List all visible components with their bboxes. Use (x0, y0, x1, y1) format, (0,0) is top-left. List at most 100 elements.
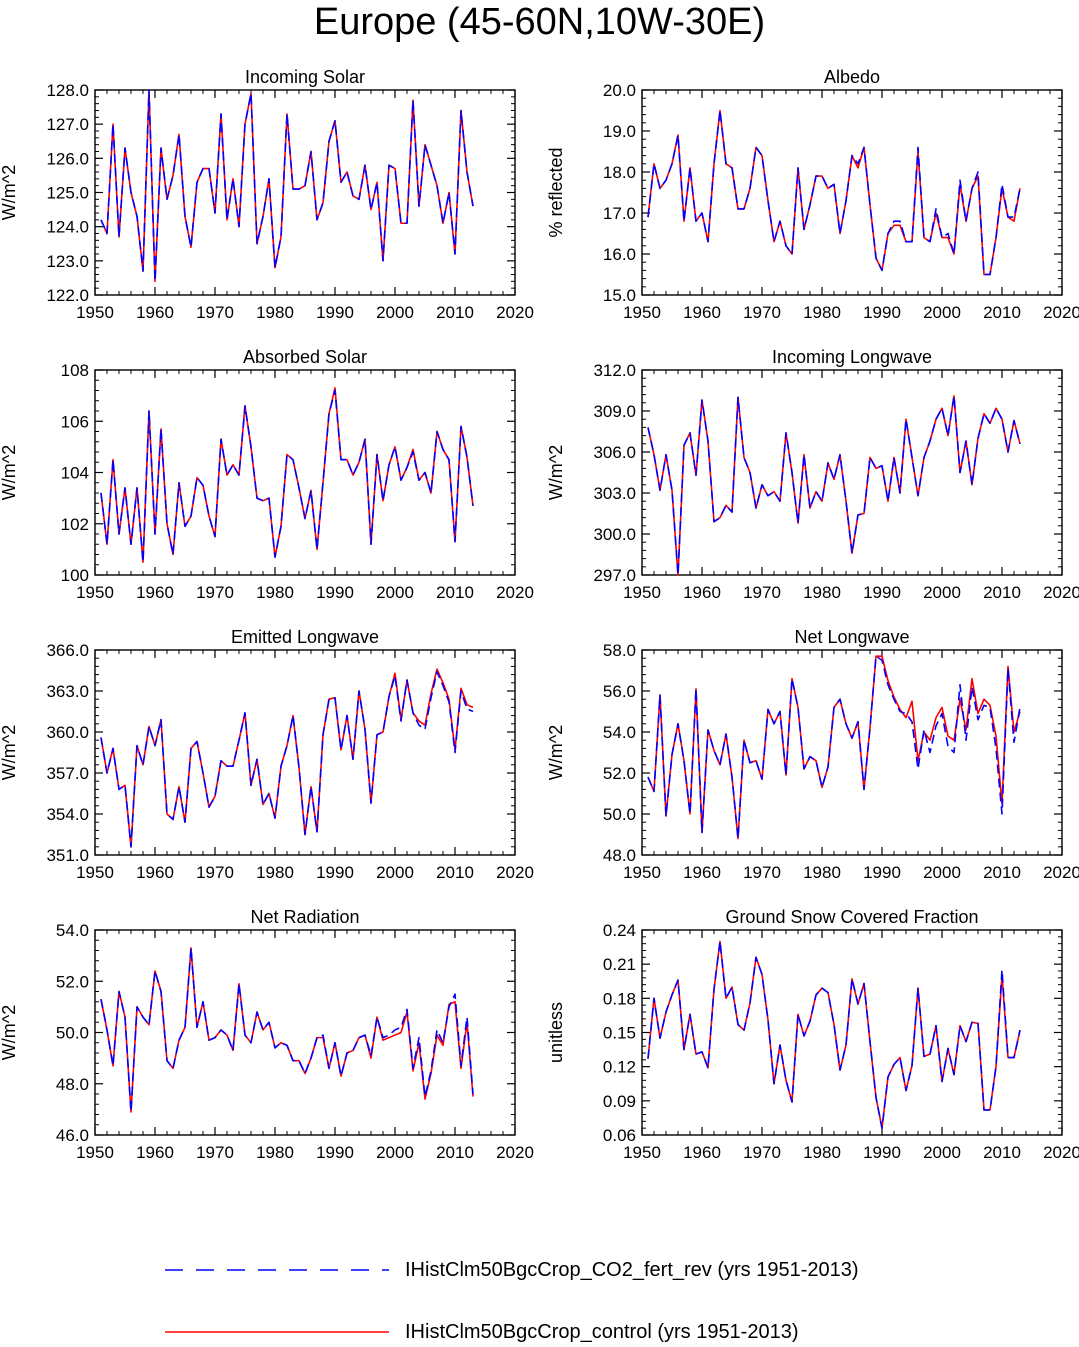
y-tick-label: 351.0 (46, 846, 89, 865)
y-tick-label: 56.0 (603, 682, 636, 701)
x-tick-label: 1960 (136, 1143, 174, 1162)
panel-incoming-solar: Incoming Solar W/m^2 122.0 123.0 124.0 125.0 1… (0, 67, 534, 322)
x-tick-label: 1990 (863, 863, 901, 882)
y-tick-label: 0.24 (603, 921, 636, 940)
x-tick-label: 2000 (376, 583, 414, 602)
y-axis-label: W/m^2 (0, 165, 19, 220)
x-tick-label: 1980 (803, 863, 841, 882)
x-tick-label: 1970 (196, 863, 234, 882)
x-tick-label: 2010 (436, 583, 474, 602)
plot-frame (641, 89, 1063, 296)
plot-frame (94, 89, 516, 296)
x-tick-label: 2010 (983, 303, 1021, 322)
y-tick-label: 46.0 (56, 1126, 89, 1145)
x-tick-label: 1960 (136, 303, 174, 322)
panel-ground-snow-covered-fraction: Ground Snow Covered Fraction unitless 0.06… (546, 907, 1079, 1162)
panel-net-radiation: Net Radiation W/m^2 46.0 48.0 50.0 52.0 54.0 19… (0, 907, 534, 1162)
x-tick-label: 1990 (316, 583, 354, 602)
y-tick-label: 366.0 (46, 641, 89, 660)
x-tick-label: 1990 (863, 583, 901, 602)
x-tick-label: 1990 (316, 1143, 354, 1162)
x-tick-label: 2000 (923, 303, 961, 322)
panel-title: Emitted Longwave (231, 627, 379, 647)
y-tick-label: 306.0 (593, 443, 636, 462)
x-tick-label: 2000 (923, 583, 961, 602)
x-tick-label: 1950 (76, 303, 114, 322)
x-tick-label: 2020 (496, 863, 534, 882)
y-tick-label: 312.0 (593, 361, 636, 380)
panel-albedo: Albedo % reflected 15.0 16.0 17.0 18.0 19.0 20.… (546, 67, 1079, 322)
panel-title: Ground Snow Covered Fraction (725, 907, 978, 927)
x-tick-label: 2010 (983, 1143, 1021, 1162)
y-tick-label: 108 (61, 361, 89, 380)
x-tick-label: 1970 (196, 303, 234, 322)
y-axis-label: W/m^2 (546, 725, 566, 780)
x-tick-label: 1960 (683, 1143, 721, 1162)
x-tick-label: 2020 (1043, 583, 1079, 602)
x-tick-label: 1970 (743, 1143, 781, 1162)
plot-frame (641, 649, 1063, 856)
x-tick-label: 1960 (136, 863, 174, 882)
y-tick-label: 106 (61, 412, 89, 431)
y-tick-label: 122.0 (46, 286, 89, 305)
y-tick-label: 303.0 (593, 484, 636, 503)
y-tick-label: 126.0 (46, 149, 89, 168)
x-tick-label: 1950 (76, 583, 114, 602)
x-tick-label: 2010 (436, 303, 474, 322)
x-tick-label: 2010 (436, 1143, 474, 1162)
x-tick-label: 1950 (623, 1143, 661, 1162)
x-tick-label: 1980 (256, 1143, 294, 1162)
panel-incoming-longwave: Incoming Longwave W/m^2 297.0 300.0 303.0 306… (546, 347, 1079, 602)
x-tick-label: 1980 (803, 1143, 841, 1162)
panel-emitted-longwave: Emitted Longwave W/m^2 351.0 354.0 357.0 360.… (0, 627, 534, 882)
y-tick-label: 104 (61, 464, 89, 483)
y-tick-label: 102 (61, 515, 89, 534)
legend-swatch-dashed (165, 1269, 389, 1271)
y-axis-label: W/m^2 (0, 445, 19, 500)
x-tick-label: 2020 (496, 583, 534, 602)
y-axis-label: % reflected (546, 147, 566, 237)
y-tick-label: 309.0 (593, 402, 636, 421)
x-tick-label: 1980 (803, 303, 841, 322)
y-tick-label: 124.0 (46, 218, 89, 237)
y-tick-label: 19.0 (603, 122, 636, 141)
legend-label-co2-fert-rev: IHistClm50BgcCrop_CO2_fert_rev (yrs 1951… (405, 1259, 859, 1281)
x-tick-label: 2000 (923, 863, 961, 882)
y-tick-label: 123.0 (46, 252, 89, 271)
y-tick-label: 300.0 (593, 525, 636, 544)
x-tick-label: 2020 (496, 1143, 534, 1162)
x-tick-label: 1950 (623, 583, 661, 602)
x-tick-label: 1980 (256, 863, 294, 882)
y-tick-label: 0.06 (603, 1126, 636, 1145)
panel-title: Incoming Longwave (772, 347, 932, 367)
y-tick-label: 125.0 (46, 184, 89, 203)
x-tick-label: 1960 (683, 583, 721, 602)
series-line-co2-fert-rev (647, 395, 1021, 576)
x-tick-label: 2000 (376, 1143, 414, 1162)
x-tick-label: 1960 (683, 303, 721, 322)
x-tick-label: 1950 (623, 303, 661, 322)
series-line-control (647, 395, 1021, 576)
panel-title: Absorbed Solar (243, 347, 367, 367)
panel-title: Incoming Solar (245, 67, 365, 87)
series-line-control (100, 668, 474, 848)
y-tick-label: 54.0 (56, 921, 89, 940)
y-tick-label: 297.0 (593, 566, 636, 585)
series-line-co2-fert-rev (647, 109, 1021, 276)
y-tick-label: 128.0 (46, 81, 89, 100)
y-tick-label: 52.0 (56, 972, 89, 991)
x-tick-label: 2020 (1043, 1143, 1079, 1162)
y-axis-label: unitless (546, 1002, 566, 1063)
x-tick-label: 1960 (683, 863, 721, 882)
x-tick-label: 2000 (376, 863, 414, 882)
y-tick-label: 20.0 (603, 81, 636, 100)
x-tick-label: 1990 (316, 863, 354, 882)
page-title: Europe (45-60N,10W-30E) (313, 1, 766, 43)
x-tick-label: 2000 (923, 1143, 961, 1162)
x-tick-label: 2010 (983, 583, 1021, 602)
series-line-co2-fert-rev (647, 655, 1021, 840)
panel-title: Albedo (824, 67, 880, 87)
x-tick-label: 2020 (1043, 863, 1079, 882)
y-tick-label: 18.0 (603, 163, 636, 182)
y-tick-label: 15.0 (603, 286, 636, 305)
